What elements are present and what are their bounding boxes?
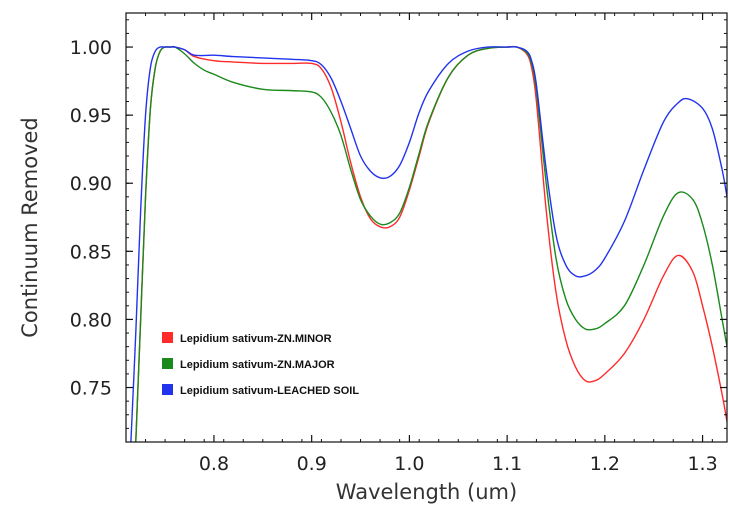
y-tick-label: 1.00	[70, 37, 112, 59]
x-tick-label: 0.8	[199, 453, 229, 475]
legend-entry-zn-minor: Lepidium sativum-ZN.MINOR	[180, 333, 332, 345]
x-tick-label: 1.1	[492, 453, 522, 475]
plot-frame	[125, 12, 728, 443]
x-tick-label: 1.0	[394, 453, 424, 475]
legend: Lepidium sativum-ZN.MINOR Lepidium sativu…	[162, 332, 359, 397]
y-tick-label: 0.75	[70, 378, 112, 400]
x-axis-title: Wavelength (um)	[336, 480, 517, 504]
series-lines	[130, 45, 727, 442]
legend-entry-zn-major: Lepidium sativum-ZN.MAJOR	[180, 359, 335, 371]
series-line-leached-soil	[130, 46, 727, 442]
series-line-zn-minor	[135, 45, 727, 442]
x-tick-label: 0.9	[297, 453, 327, 475]
x-tick-label: 1.3	[687, 453, 717, 475]
y-tick-label: 0.95	[70, 105, 112, 127]
y-axis-title: Continuum Removed	[18, 117, 42, 338]
y-tick-label: 0.90	[70, 173, 112, 195]
legend-entry-leached-soil: Lepidium sativum-LEACHED SOIL	[180, 385, 359, 397]
axes: 0.8 0.9 1.0 1.1 1.2 1.3 0.75 0.80 0.85 0.90 0.95 1.…	[70, 12, 728, 475]
y-tick-label: 0.85	[70, 241, 112, 263]
series-line-zn-major	[135, 45, 727, 442]
legend-swatch	[162, 332, 173, 343]
legend-swatch	[162, 384, 173, 395]
x-tick-label: 1.2	[590, 453, 620, 475]
y-tick-label: 0.80	[70, 309, 112, 331]
legend-swatch	[162, 358, 173, 369]
